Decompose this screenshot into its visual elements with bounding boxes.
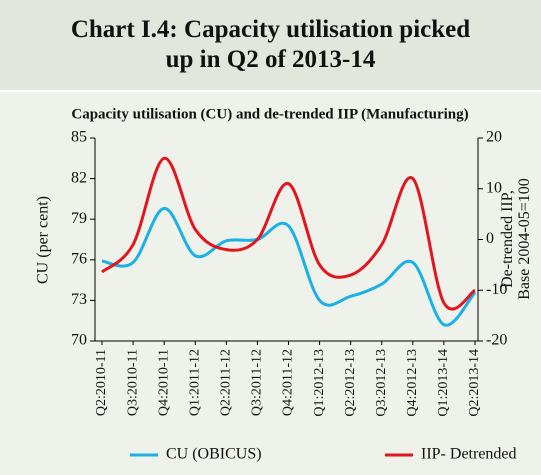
- y-tick-label: 82: [71, 169, 87, 186]
- x-tick-label: Q3:2010-11: [125, 349, 140, 416]
- y-tick-label: 85: [71, 129, 87, 146]
- series-line: [101, 156, 476, 311]
- y2-tick-label: 10: [486, 179, 502, 196]
- x-tick-label: Q3:2012-13: [374, 349, 389, 417]
- x-tick-label: Q1:2012-13: [312, 349, 327, 417]
- y-tick-label: 70: [71, 332, 87, 349]
- chart-subtitle: Capacity utilisation (CU) and de-trended…: [71, 106, 468, 122]
- y-tick-label: 76: [71, 250, 87, 267]
- series-line: [101, 206, 477, 327]
- x-tick-label: Q1:2011-12: [187, 349, 202, 416]
- x-tick-label: Q2:2011-12: [219, 349, 234, 416]
- title-band: Chart I.4: Capacity utilisation picked u…: [0, 0, 541, 92]
- x-tick-label: Q2:2010-11: [94, 349, 109, 416]
- x-tick-label: Q4:2012-13: [405, 349, 420, 417]
- y2-tick-label: -20: [486, 332, 507, 349]
- y2-tick-label: -10: [486, 281, 507, 298]
- x-tick-label: Q2:2012-13: [343, 349, 358, 417]
- legend-label: CU (OBICUS): [166, 446, 262, 463]
- x-tick-label: Q4:2011-12: [281, 349, 296, 416]
- x-tick-label: Q3:2011-12: [250, 349, 265, 416]
- y-tick-label: 79: [71, 210, 87, 227]
- y-tick-label: 73: [71, 291, 87, 308]
- x-tick-label: Q2:2013-14: [467, 349, 482, 417]
- y-axis-label: CU (per cent): [35, 196, 52, 284]
- x-tick-label: Q4:2010-11: [156, 349, 171, 416]
- y2-tick-label: 20: [486, 129, 502, 146]
- chart-title: Chart I.4: Capacity utilisation picked u…: [70, 16, 471, 73]
- y2-axis-label: De-trended IIP, Base 2004-05=100: [499, 178, 533, 300]
- legend-label: IIP- Detrended: [421, 446, 517, 463]
- x-tick-label: Q1:2013-14: [436, 349, 451, 417]
- y2-tick-label: 0: [486, 230, 494, 247]
